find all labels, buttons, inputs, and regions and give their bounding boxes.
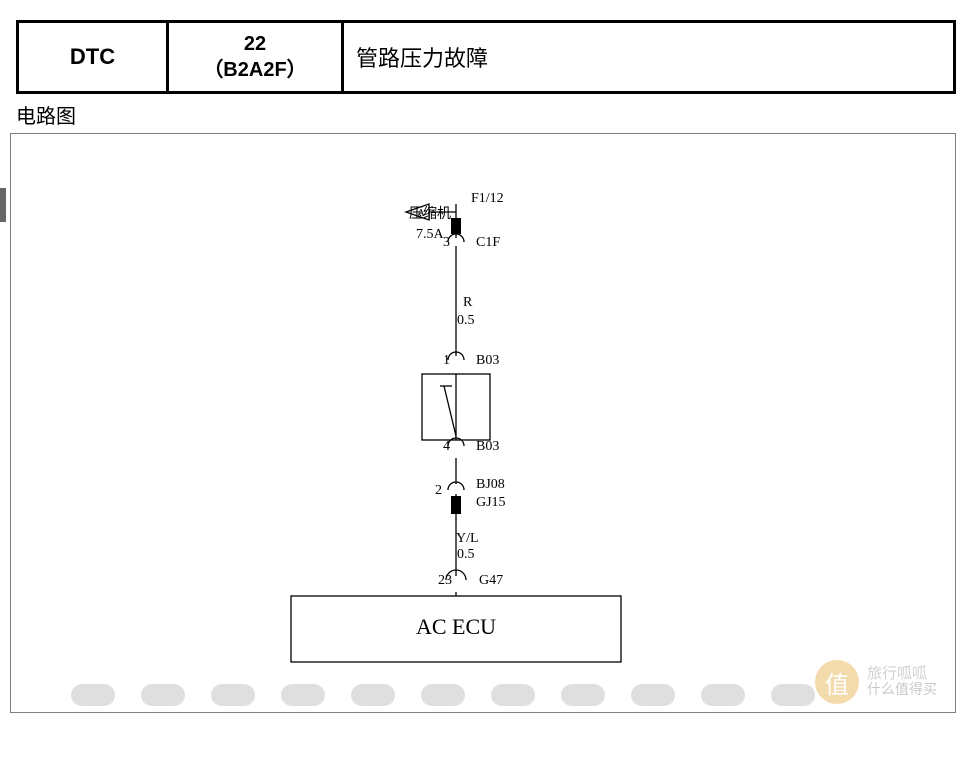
svg-text:GJ15: GJ15	[476, 495, 506, 510]
svg-text:F1/12: F1/12	[471, 191, 504, 206]
svg-text:1: 1	[443, 353, 450, 368]
watermark-line1: 旅行呱呱	[867, 665, 937, 683]
dtc-header-table: DTC 22 （B2A2F） 管路压力故障	[16, 20, 956, 94]
dtc-description-cell: 管路压力故障	[343, 22, 955, 93]
svg-text:C1F: C1F	[476, 235, 500, 250]
dtc-code-main: 22	[181, 31, 329, 57]
section-title: 电路图	[16, 100, 972, 129]
circuit-diagram-frame: AF1/12压缩机7.5A3C1FR0.51B034B032BJ08GJ15Y/…	[10, 133, 956, 713]
svg-text:4: 4	[443, 439, 450, 454]
svg-text:AC ECU: AC ECU	[416, 614, 496, 639]
watermark-logo: 值 旅行呱呱 什么值得买	[815, 660, 937, 704]
svg-text:0.5: 0.5	[457, 547, 475, 562]
svg-text:B03: B03	[476, 353, 499, 368]
dtc-label-cell: DTC	[18, 22, 168, 93]
svg-text:2: 2	[435, 483, 442, 498]
svg-text:BJ08: BJ08	[476, 477, 505, 492]
svg-text:23: 23	[438, 573, 452, 588]
svg-text:B03: B03	[476, 439, 499, 454]
watermark-line2: 什么值得买	[867, 683, 937, 700]
watermark-text: 旅行呱呱 什么值得买	[867, 665, 937, 700]
svg-text:0.5: 0.5	[457, 313, 475, 328]
svg-text:Y/L: Y/L	[456, 531, 479, 546]
circuit-diagram-svg: AF1/12压缩机7.5A3C1FR0.51B034B032BJ08GJ15Y/…	[11, 134, 957, 714]
svg-text:7.5A: 7.5A	[416, 227, 445, 242]
svg-text:R: R	[463, 295, 473, 310]
dtc-code-sub: （B2A2F）	[181, 57, 329, 83]
svg-text:G47: G47	[479, 573, 503, 588]
thumb-icon: 值	[815, 660, 859, 704]
svg-text:3: 3	[443, 235, 450, 250]
page-edge-mark	[0, 188, 6, 222]
svg-text:压缩机: 压缩机	[409, 206, 451, 222]
dtc-code-cell: 22 （B2A2F）	[168, 22, 343, 93]
